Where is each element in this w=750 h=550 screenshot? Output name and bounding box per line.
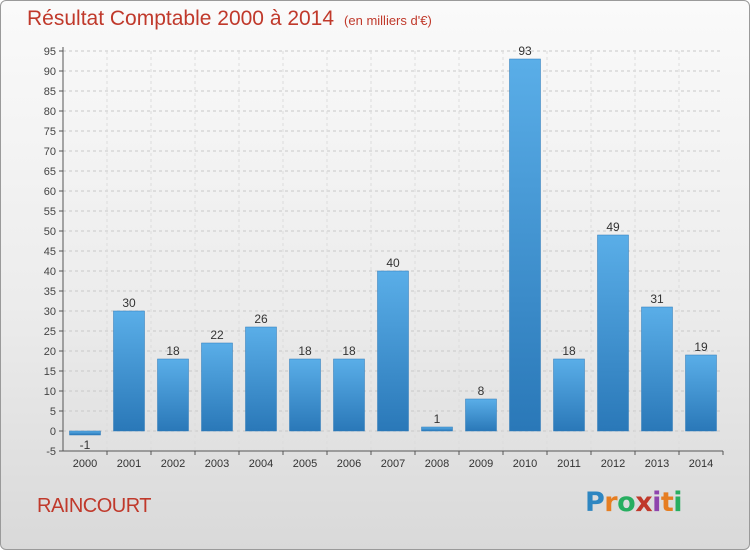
y-tick-label: 90 [44, 66, 56, 78]
y-tick-label: 55 [44, 206, 56, 218]
y-tick-label: -5 [46, 446, 56, 458]
value-label: 31 [650, 292, 664, 306]
commune-name: RAINCOURT [37, 495, 152, 517]
y-tick-label: 65 [44, 166, 56, 178]
bar [641, 306, 673, 432]
y-tick-label: 15 [44, 366, 56, 378]
x-tick-label: 2000 [73, 458, 97, 470]
logo-letter: r [604, 487, 618, 518]
bar [597, 234, 629, 432]
x-tick-label: 2009 [469, 458, 493, 470]
value-label: 49 [606, 220, 620, 234]
y-tick-label: 30 [44, 306, 56, 318]
y-tick-label: 80 [44, 106, 56, 118]
value-label: 26 [254, 312, 268, 326]
bar [245, 326, 277, 432]
logo-letter: t [660, 487, 674, 518]
bar [553, 358, 585, 432]
value-label: 8 [478, 384, 485, 398]
y-tick-label: 5 [50, 406, 56, 418]
y-tick-label: 20 [44, 346, 56, 358]
logo-letter: x [635, 487, 653, 518]
logo-letter: P [585, 487, 605, 518]
title-text: Résultat Comptable 2000 à 2014 [27, 7, 335, 30]
y-tick-label: 40 [44, 266, 56, 278]
bar [333, 358, 365, 432]
value-label: 1 [434, 412, 441, 426]
title-unit: (en milliers d'€) [344, 13, 432, 28]
y-tick-label: 0 [50, 426, 56, 438]
y-tick-label: 75 [44, 126, 56, 138]
y-tick-label: 70 [44, 146, 56, 158]
bar [465, 398, 497, 432]
bar [289, 358, 321, 432]
x-tick-label: 2010 [513, 458, 537, 470]
y-tick-label: 95 [44, 46, 56, 58]
value-label: 18 [298, 344, 312, 358]
x-tick-label: 2004 [249, 458, 273, 470]
x-tick-label: 2002 [161, 458, 185, 470]
x-tick-label: 2012 [601, 458, 625, 470]
chart-title: Résultat Comptable 2000 à 2014 (en millie… [27, 7, 432, 31]
y-tick-label: 25 [44, 326, 56, 338]
proxiti-logo: Proxiti [585, 487, 683, 518]
logo-letter: i [652, 487, 661, 518]
x-tick-label: 2006 [337, 458, 361, 470]
y-tick-label: 50 [44, 226, 56, 238]
x-tick-label: 2011 [557, 458, 581, 470]
value-label: 18 [166, 344, 180, 358]
value-label: 93 [518, 44, 532, 58]
logo-letter: o [617, 487, 636, 518]
bar [113, 310, 145, 432]
y-tick-label: 85 [44, 86, 56, 98]
bar [157, 358, 189, 432]
value-label: 18 [342, 344, 356, 358]
x-tick-label: 2001 [117, 458, 141, 470]
y-tick-label: 10 [44, 386, 56, 398]
bar [685, 354, 717, 432]
x-tick-label: 2008 [425, 458, 449, 470]
value-label: -1 [80, 438, 91, 452]
value-label: 22 [210, 328, 224, 342]
value-label: 18 [562, 344, 576, 358]
bar [421, 426, 453, 432]
x-tick-label: 2003 [205, 458, 229, 470]
x-tick-label: 2007 [381, 458, 405, 470]
bar [69, 430, 101, 436]
bar [509, 58, 541, 432]
value-label: 40 [386, 256, 400, 270]
bar [377, 270, 409, 432]
x-tick-label: 2014 [689, 458, 713, 470]
y-tick-label: 45 [44, 246, 56, 258]
y-tick-label: 35 [44, 286, 56, 298]
x-tick-label: 2013 [645, 458, 669, 470]
value-label: 30 [122, 296, 136, 310]
logo-letter: i [673, 487, 683, 518]
x-tick-label: 2005 [293, 458, 317, 470]
value-label: 19 [694, 340, 708, 354]
bar [201, 342, 233, 432]
y-tick-label: 60 [44, 186, 56, 198]
